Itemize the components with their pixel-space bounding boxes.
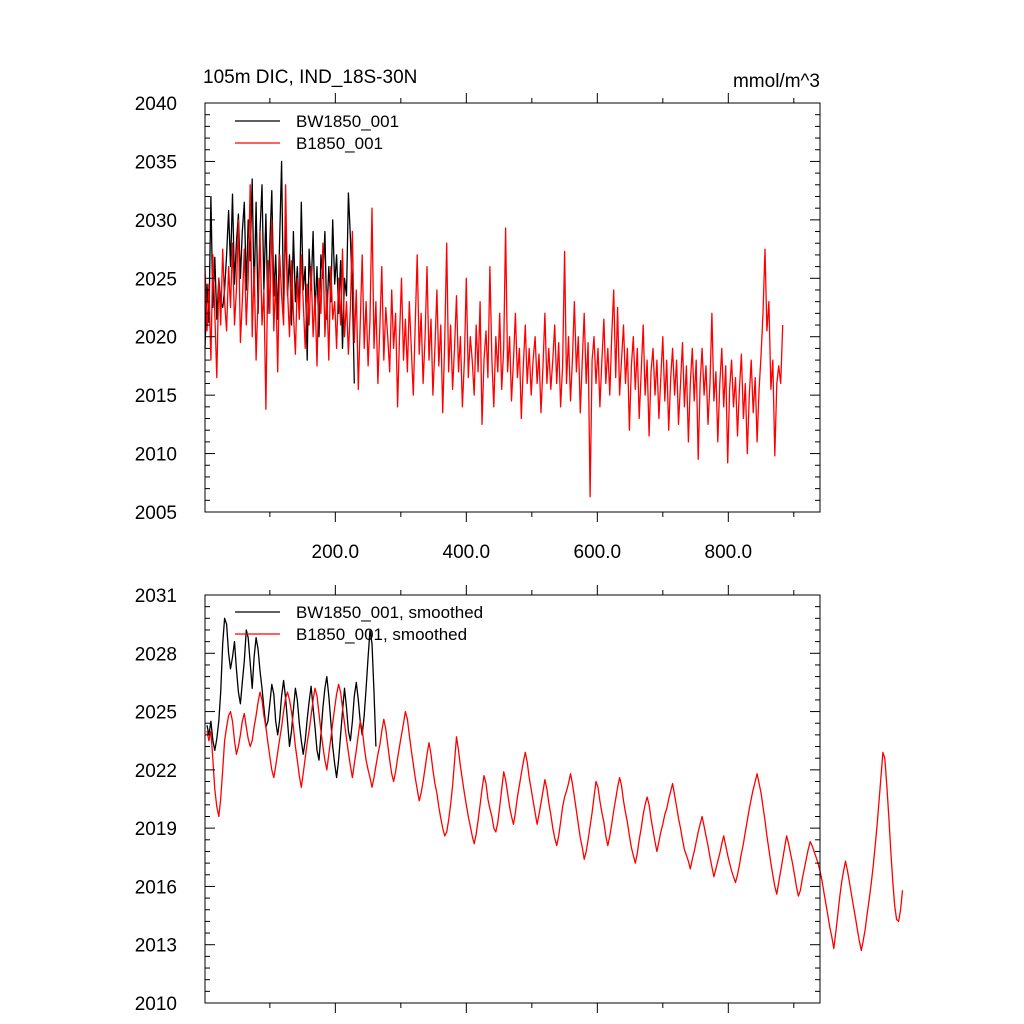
y-tick-label: 2025 (135, 703, 177, 724)
y-tick-label: 2020 (135, 328, 177, 349)
y-tick-label: 2031 (135, 586, 177, 607)
y-tick-label: 2010 (135, 445, 177, 466)
units-label: mmol/m^3 (733, 71, 820, 92)
y-tick-label: 2040 (135, 94, 177, 115)
y-tick-label: 2005 (135, 503, 177, 524)
legend-label: BW1850_001 (296, 112, 399, 131)
y-tick-label: 2016 (135, 877, 177, 898)
y-tick-label: 2025 (135, 269, 177, 290)
series-line-bw1850-001-smoothed (206, 617, 377, 779)
series-line-b1850-001 (204, 184, 784, 498)
y-tick-label: 2013 (135, 936, 177, 957)
legend-label: BW1850_001, smoothed (296, 603, 483, 622)
series-line-bw1850-001 (204, 160, 355, 384)
axes-frame (204, 102, 821, 513)
y-tick-label: 2015 (135, 386, 177, 407)
y-tick-label: 2010 (135, 994, 177, 1015)
y-tick-label: 2035 (135, 152, 177, 173)
panel-title: 105m DIC, IND_18S-30N (203, 67, 417, 88)
bottom-panel-dic-smoothed: 2010 2013 2016 2019 2022 2025 2028 2031 BW1850_0… (135, 585, 904, 1015)
legend-label: B1850_001, smoothed (296, 625, 467, 644)
series-line-b1850-001-smoothed (206, 683, 904, 952)
x-tick-label: 400.0 (443, 542, 491, 563)
x-tick-label: 200.0 (312, 542, 360, 563)
y-tick-label: 2022 (135, 761, 177, 782)
x-tick-label: 800.0 (705, 542, 753, 563)
y-tick-label: 2030 (135, 211, 177, 232)
x-tick-label: 600.0 (574, 542, 622, 563)
y-tick-label: 2019 (135, 819, 177, 840)
top-panel-dic-raw: 105m DIC, IND_18S-30N mmol/m^3 2005 2010 2… (135, 67, 821, 563)
legend-label: B1850_001 (296, 134, 383, 153)
y-tick-label: 2028 (135, 644, 177, 665)
axes-frame (204, 594, 821, 1004)
